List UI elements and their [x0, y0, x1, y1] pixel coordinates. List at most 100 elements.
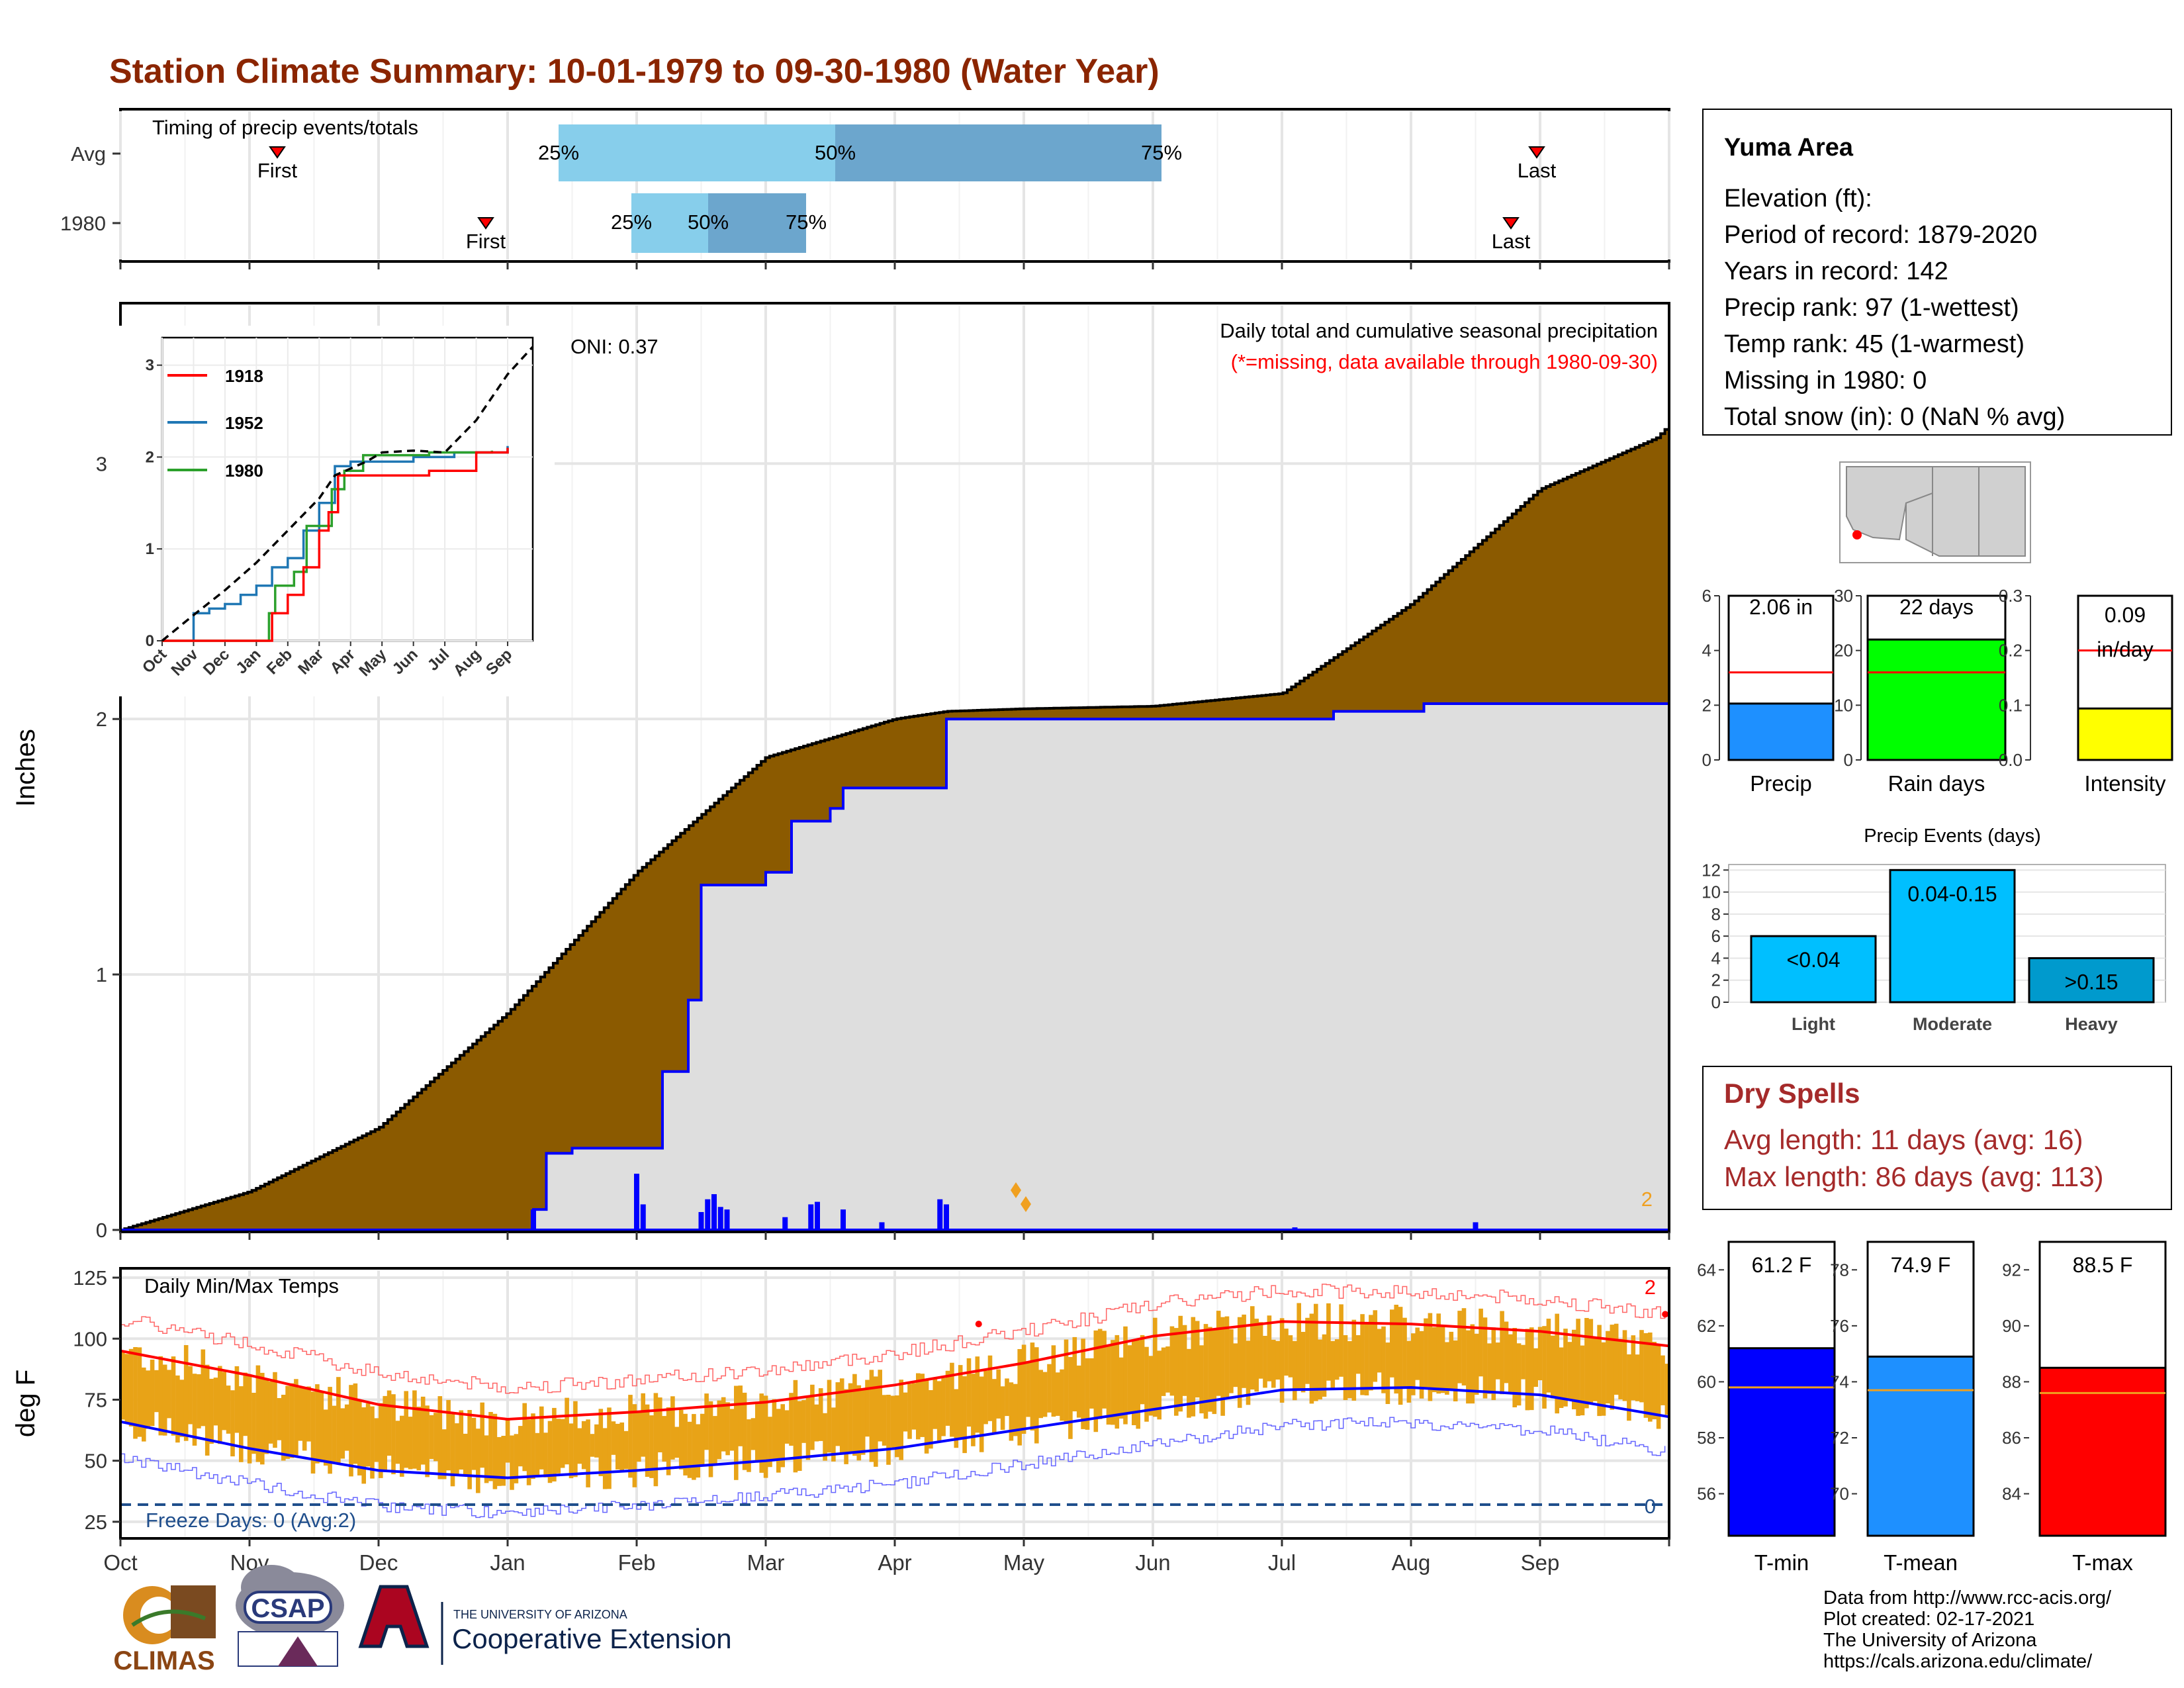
daily-temp-bar: [1140, 1335, 1145, 1405]
daily-temp-bar: [869, 1370, 874, 1462]
daily-temp-bar: [823, 1413, 827, 1461]
legend-1918: 1918: [225, 366, 263, 386]
daily-temp-bar: [1373, 1310, 1378, 1382]
daily-precip-bar: [879, 1222, 885, 1230]
yr-first-marker: [477, 217, 494, 230]
daily-temp-bar: [556, 1419, 561, 1474]
daily-temp-bar: [586, 1419, 590, 1487]
mini-bar-chart: 0.0 0.1 0.2 0.3 0.09 in/day Intensity: [1999, 586, 2173, 796]
daily-temp-bar: [619, 1422, 624, 1473]
daily-temp-bar: [1648, 1333, 1653, 1422]
daily-temp-bar: [929, 1390, 933, 1449]
daily-temp-bar: [594, 1424, 599, 1458]
daily-temp-bar: [882, 1395, 887, 1446]
daily-temp-bar: [404, 1391, 408, 1468]
daily-temp-bar: [510, 1435, 514, 1490]
timing-row-avg: Avg: [71, 142, 106, 165]
mini-bar-value: 2.06 in: [1749, 595, 1813, 619]
month-label: Jun: [1135, 1550, 1170, 1575]
mini-bar-unit: in/day: [2097, 637, 2153, 661]
daily-temp-bar: [340, 1408, 345, 1459]
daily-temp-bar: [623, 1430, 629, 1470]
daily-temp-bar: [814, 1404, 819, 1442]
yr-p75: 75%: [786, 211, 827, 234]
daily-temp-bar: [810, 1384, 815, 1450]
daily-temp-bar: [1318, 1339, 1322, 1400]
daily-temp-bar: [865, 1380, 870, 1437]
daily-temp-bar: [1017, 1349, 1022, 1446]
daily-temp-bar: [1220, 1317, 1225, 1416]
month-label: Aug: [1392, 1550, 1431, 1575]
temp-ytick-label: 100: [73, 1327, 107, 1350]
daily-temp-bar: [1516, 1343, 1522, 1406]
record-min-line: [120, 1417, 1666, 1519]
daily-temp-bar: [1216, 1311, 1221, 1396]
daily-temp-bar: [1406, 1340, 1412, 1403]
temp-bar: [1866, 1355, 1975, 1537]
avg-first-label: First: [257, 159, 298, 182]
timing-row-1980: 1980: [60, 212, 106, 235]
daily-temp-bar: [179, 1380, 185, 1437]
daily-temp-bar: [1390, 1309, 1394, 1378]
dry-spells-title: Dry Spells: [1724, 1078, 1860, 1109]
daily-temp-bar: [1364, 1323, 1369, 1395]
precip-ylabel: Inches: [11, 729, 40, 807]
station-location-dot: [1852, 530, 1862, 539]
daily-temp-bar: [742, 1392, 747, 1470]
daily-temp-bar: [222, 1372, 226, 1430]
temp-bar-label: T-min: [1754, 1550, 1809, 1575]
daily-temp-bar: [226, 1385, 231, 1434]
daily-temp-bar: [1618, 1338, 1623, 1399]
daily-temp-bar: [831, 1407, 836, 1462]
dry-spells-max: Max length: 86 days (avg: 113): [1724, 1161, 2104, 1192]
daily-temp-bar: [878, 1370, 882, 1442]
daily-temp-bar: [379, 1403, 383, 1478]
daily-temp-bar: [1622, 1330, 1627, 1401]
daily-temp-bar: [281, 1395, 286, 1461]
daily-temp-bar: [615, 1423, 620, 1470]
daily-temp-bar: [1449, 1331, 1454, 1389]
daily-temp-bar: [1521, 1344, 1525, 1380]
daily-temp-bar: [1136, 1340, 1140, 1429]
daily-temp-bar: [552, 1407, 557, 1481]
temp-bar-chart: 56 58 60 62 64 61.2 F T-min: [1697, 1241, 1836, 1575]
daily-temp-bar: [734, 1385, 739, 1480]
daily-temp-bar: [560, 1419, 565, 1468]
daily-temp-bar: [298, 1387, 303, 1441]
daily-temp-bar: [306, 1386, 311, 1442]
avg-bar-25-50: [559, 124, 835, 181]
daily-temp-bar: [243, 1372, 248, 1436]
daily-temp-bar: [950, 1362, 954, 1437]
avg-last-marker: [1528, 146, 1545, 159]
daily-temp-bar: [1635, 1354, 1640, 1401]
temp-title: Daily Min/Max Temps: [144, 1274, 339, 1297]
daily-temp-bar: [441, 1429, 447, 1479]
daily-temp-bar: [1512, 1328, 1517, 1407]
daily-temp-bar: [1195, 1321, 1200, 1398]
precip-ytick-label: 1: [96, 963, 107, 986]
daily-temp-bar: [1381, 1326, 1386, 1393]
daily-temp-bar: [1208, 1327, 1212, 1412]
daily-temp-bar: [818, 1388, 823, 1441]
ua-big-text: Cooperative Extension: [452, 1623, 732, 1654]
daily-precip-bar: [841, 1209, 846, 1230]
daily-temp-bar: [1187, 1348, 1191, 1418]
daily-temp-bar: [310, 1391, 316, 1474]
daily-temp-bar: [1601, 1342, 1606, 1416]
temp-ytick-label: 125: [73, 1266, 107, 1289]
daily-temp-bar: [1639, 1330, 1644, 1403]
daily-temp-bar: [1072, 1336, 1077, 1412]
daily-temp-bar: [1013, 1383, 1018, 1436]
dry-spells-box: Dry Spells Avg length: 11 days (avg: 16)…: [1702, 1066, 2172, 1210]
daily-temp-bar: [573, 1401, 578, 1477]
daily-temp-bar: [729, 1409, 735, 1451]
daily-temp-bar: [1555, 1313, 1559, 1414]
daily-temp-bar: [1123, 1326, 1128, 1425]
daily-temp-bar: [162, 1364, 167, 1436]
daily-precip-bar: [944, 1204, 949, 1230]
daily-temp-bar: [975, 1356, 980, 1433]
daily-temp-bar: [357, 1400, 362, 1476]
daily-temp-bar: [294, 1379, 298, 1456]
mini-bar-chart: 0 2 4 6 2.06 in Precip: [1702, 586, 1835, 796]
